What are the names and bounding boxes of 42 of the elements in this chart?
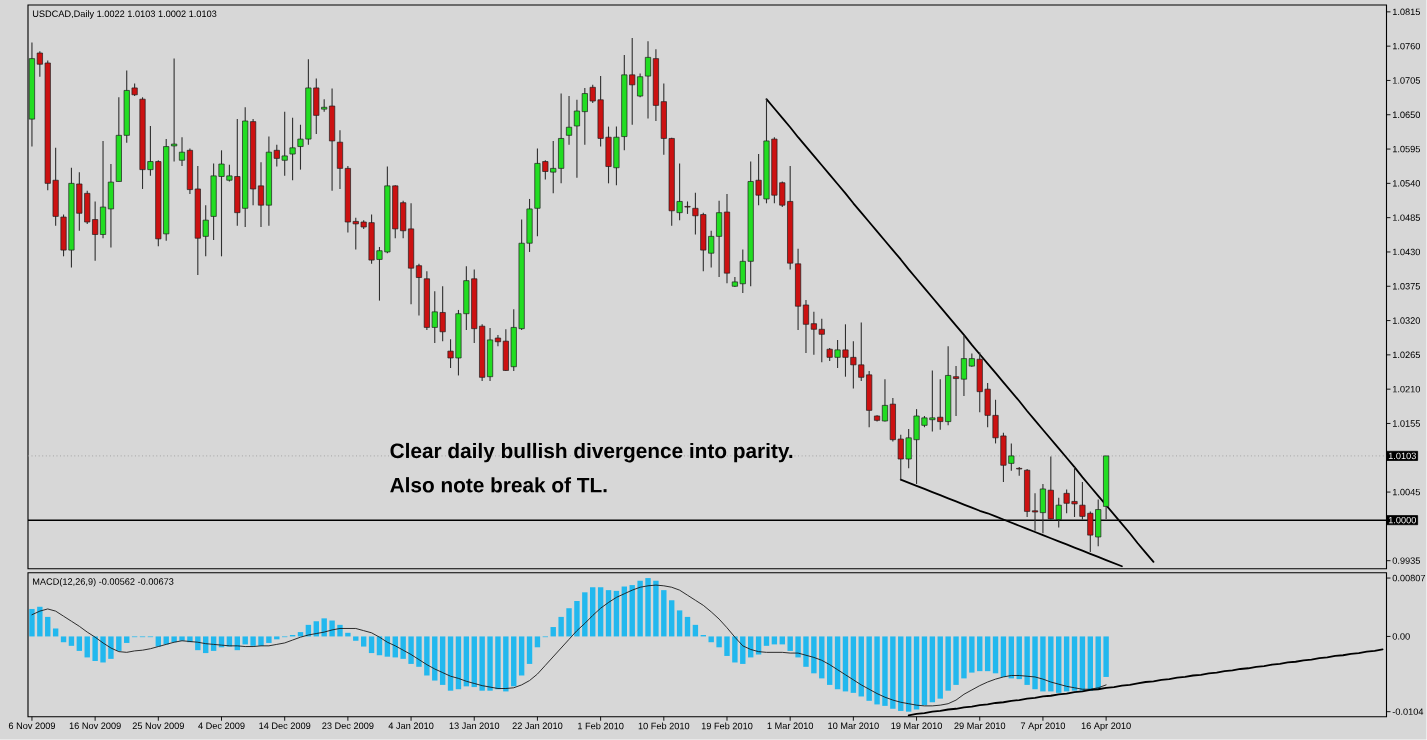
text: MACD(12,26,9) -0.00562 -0.00673 [33,578,174,587]
x-tick-label: 19 Feb 2010 [701,722,753,730]
x-tick-label: 10 Mar 2010 [828,722,879,730]
ref-line-label: 1.0000 [1388,517,1416,524]
x-tick-label: 13 Jan 2010 [449,722,500,730]
annotation: Also note break of TL. [390,477,607,493]
x-tick-label: 23 Dec 2009 [322,722,374,730]
x-tick-label: 6 Nov 2009 [8,722,56,730]
y-tick-label: 0.9935 [1392,557,1420,565]
x-tick-label: 7 Apr 2010 [1020,722,1066,731]
y-tick-label: 1.0815 [1392,8,1420,16]
y-tick-label: 1.0760 [1392,43,1421,50]
x-tick-label: 10 Feb 2010 [638,722,690,730]
y-tick-label: 0.00807 [1392,574,1426,582]
y-tick-label: 1.0375 [1392,283,1420,290]
y-tick-label: 1.0540 [1392,180,1421,187]
y-tick-label: 1.0650 [1392,111,1421,119]
annotation: Clear daily bullish divergence into parity. [390,443,793,463]
x-tick-label: 1 Mar 2010 [767,722,814,730]
y-tick-label: 1.0045 [1392,488,1420,496]
x-tick-label: 22 Jan 2010 [512,722,563,730]
x-tick-label: 16 Nov 2009 [69,722,121,730]
y-tick-label: 0.00 [1392,633,1410,640]
x-tick-label: 29 Mar 2010 [954,722,1006,730]
y-tick-label: 1.0595 [1392,145,1420,153]
x-tick-label: 14 Dec 2009 [259,722,311,730]
y-tick-label: -0.0104 [1392,708,1424,716]
y-tick-label: 1.0265 [1392,351,1420,359]
y-tick-label: 1.0320 [1392,317,1421,324]
x-tick-label: 4 Jan 2010 [388,722,434,730]
y-tick-label: 1.0430 [1392,248,1421,256]
y-tick-label: 1.0210 [1392,386,1421,393]
text: USDCAD,Daily 1.0022 1.0103 1.0002 1.0103 [32,10,217,19]
x-tick-label: 19 Mar 2010 [891,722,943,730]
y-tick-label: 1.0485 [1392,214,1420,222]
x-tick-label: 4 Dec 2009 [198,722,245,730]
x-tick-label: 25 Nov 2009 [132,722,184,730]
x-tick-label: 16 Apr 2010 [1081,722,1131,731]
x-tick-label: 1 Feb 2010 [578,722,624,730]
y-tick-label: 1.0705 [1392,77,1420,84]
ref-line-label: 1.0103 [1388,452,1416,460]
y-tick-label: 1.0155 [1392,420,1420,427]
